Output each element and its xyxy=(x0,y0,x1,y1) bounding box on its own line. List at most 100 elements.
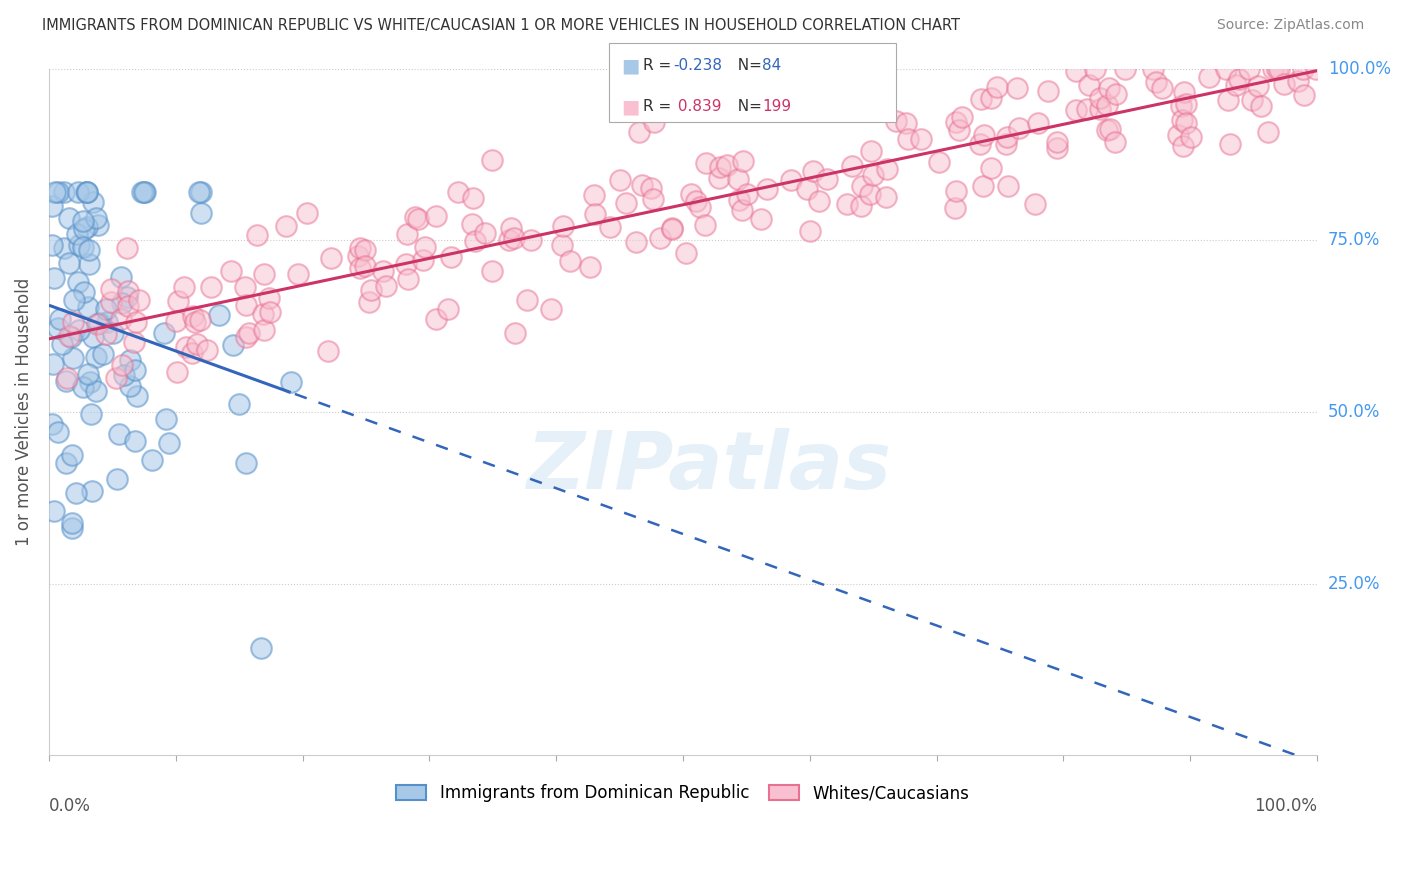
Point xyxy=(1246,79,1268,94)
Point xyxy=(84,211,107,225)
Point xyxy=(464,235,486,249)
Point xyxy=(359,295,381,310)
Point xyxy=(897,131,920,145)
Point xyxy=(100,282,122,296)
Point xyxy=(110,358,132,372)
Point xyxy=(1171,112,1194,127)
Y-axis label: 1 or more Vehicles in Household: 1 or more Vehicles in Household xyxy=(15,277,32,546)
Point xyxy=(246,227,269,242)
Point xyxy=(396,272,419,286)
Point xyxy=(1076,102,1098,116)
Point xyxy=(65,486,87,500)
Point xyxy=(42,357,65,371)
Point xyxy=(551,219,574,234)
Text: ■: ■ xyxy=(621,56,640,75)
Point xyxy=(1239,62,1261,76)
Point xyxy=(122,334,145,349)
Point xyxy=(1064,63,1087,78)
Point xyxy=(727,193,749,207)
Point xyxy=(1046,135,1069,149)
Point xyxy=(125,389,148,403)
Point xyxy=(56,370,79,384)
Point xyxy=(80,483,103,498)
Text: ■: ■ xyxy=(621,97,640,116)
Point xyxy=(395,257,418,271)
Point xyxy=(799,224,821,238)
Point xyxy=(481,264,503,278)
Point xyxy=(346,249,368,263)
Point xyxy=(952,110,974,124)
Point xyxy=(228,396,250,410)
Point xyxy=(631,178,654,192)
Point xyxy=(101,326,124,341)
Point xyxy=(628,125,651,139)
Text: 84: 84 xyxy=(762,58,782,73)
Point xyxy=(108,427,131,442)
Point xyxy=(1173,86,1195,100)
Point xyxy=(1142,62,1164,76)
Point xyxy=(1174,116,1197,130)
Point xyxy=(252,307,274,321)
Text: 75.0%: 75.0% xyxy=(1329,231,1381,249)
Point xyxy=(1225,78,1247,92)
Text: 0.839: 0.839 xyxy=(673,99,721,114)
Point xyxy=(1046,141,1069,155)
Point xyxy=(222,337,245,351)
Point xyxy=(1198,70,1220,84)
Point xyxy=(46,185,69,199)
Text: N=: N= xyxy=(728,58,768,73)
Point xyxy=(1036,84,1059,98)
Point xyxy=(181,309,204,323)
Point xyxy=(124,363,146,377)
Point xyxy=(884,113,907,128)
Point xyxy=(1008,121,1031,136)
Point xyxy=(579,260,602,274)
Point xyxy=(1105,87,1128,102)
Point xyxy=(997,130,1019,145)
Point xyxy=(1305,62,1327,76)
Point xyxy=(796,182,818,196)
Point xyxy=(1114,62,1136,76)
Point xyxy=(157,436,180,450)
Point xyxy=(731,202,754,217)
Point xyxy=(969,137,991,152)
Point xyxy=(582,188,605,202)
Point xyxy=(862,168,884,182)
Text: 199: 199 xyxy=(762,99,792,114)
Point xyxy=(77,257,100,271)
Point xyxy=(437,302,460,317)
Text: 0.0%: 0.0% xyxy=(49,797,91,814)
Point xyxy=(661,221,683,235)
Point xyxy=(132,185,155,199)
Point xyxy=(252,323,274,337)
Point xyxy=(1170,99,1192,113)
Point xyxy=(1104,135,1126,149)
Point xyxy=(749,212,772,227)
Point xyxy=(287,267,309,281)
Point xyxy=(155,412,177,426)
Point xyxy=(1180,130,1202,145)
Point xyxy=(837,197,859,211)
Point xyxy=(120,353,142,368)
Point xyxy=(876,161,898,176)
Point xyxy=(118,379,141,393)
Point xyxy=(980,161,1002,175)
Point xyxy=(53,185,76,199)
Point xyxy=(51,336,73,351)
Point xyxy=(1257,124,1279,138)
Point xyxy=(94,302,117,317)
Point xyxy=(72,240,94,254)
Point xyxy=(641,192,664,206)
Point xyxy=(117,299,139,313)
Point xyxy=(1219,136,1241,151)
Point xyxy=(1261,62,1284,76)
Point xyxy=(1171,139,1194,153)
Text: 100.0%: 100.0% xyxy=(1254,797,1317,814)
Point xyxy=(186,337,208,351)
Point xyxy=(100,295,122,310)
Point xyxy=(67,275,90,289)
Point xyxy=(505,326,527,340)
Text: 50.0%: 50.0% xyxy=(1329,403,1381,421)
Point xyxy=(1227,72,1250,87)
Point xyxy=(188,313,211,327)
